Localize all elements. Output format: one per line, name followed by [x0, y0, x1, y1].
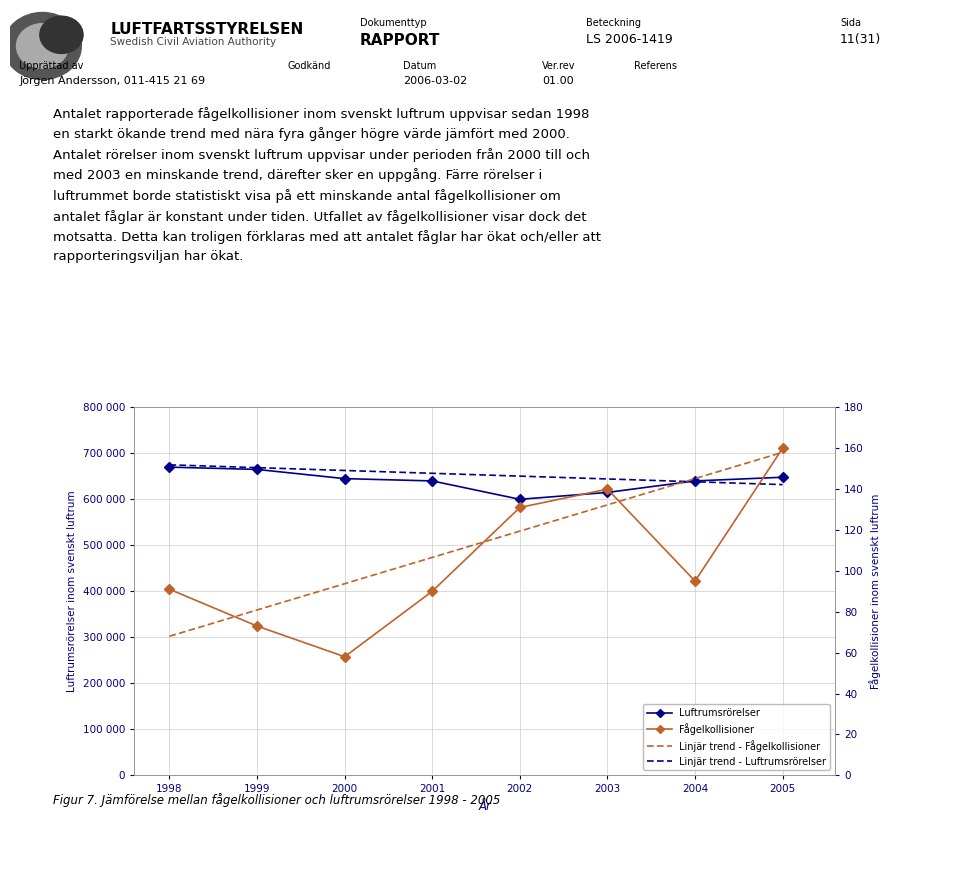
Y-axis label: Luftrumsrörelser inom svenskt luftrum: Luftrumsrörelser inom svenskt luftrum — [67, 491, 78, 692]
Text: Beteckning: Beteckning — [586, 18, 640, 27]
Text: Referens: Referens — [634, 61, 677, 71]
Text: Dokumenttyp: Dokumenttyp — [360, 18, 426, 27]
Legend: Luftrumsrörelser, Fågelkollisioner, Linjär trend - Fågelkollisioner, Linjär tren: Luftrumsrörelser, Fågelkollisioner, Linj… — [643, 704, 830, 770]
Y-axis label: Fågelkollisioner inom svenskt luftrum: Fågelkollisioner inom svenskt luftrum — [870, 493, 881, 689]
Text: Godkänd: Godkänd — [288, 61, 331, 71]
Text: Swedish Civil Aviation Authority: Swedish Civil Aviation Authority — [110, 37, 276, 46]
Circle shape — [40, 17, 83, 53]
Text: Sida: Sida — [840, 18, 861, 27]
Text: 01.00: 01.00 — [542, 76, 574, 86]
Text: 11(31): 11(31) — [840, 33, 881, 46]
Text: RAPPORT: RAPPORT — [360, 33, 441, 48]
Text: Figur 7. Jämförelse mellan fågelkollisioner och luftrumsrörelser 1998 - 2005: Figur 7. Jämförelse mellan fågelkollisio… — [53, 793, 500, 807]
Text: Upprättad av: Upprättad av — [19, 61, 84, 71]
Text: Ver.rev: Ver.rev — [542, 61, 576, 71]
Text: 2006-03-02: 2006-03-02 — [403, 76, 468, 86]
Circle shape — [16, 24, 68, 68]
Text: Antalet rapporterade fågelkollisioner inom svenskt luftrum uppvisar sedan 1998
e: Antalet rapporterade fågelkollisioner in… — [53, 107, 601, 263]
Circle shape — [4, 12, 82, 80]
X-axis label: År: År — [478, 800, 492, 813]
Text: Datum: Datum — [403, 61, 437, 71]
Text: LUFTFARTSSTYRELSEN: LUFTFARTSSTYRELSEN — [110, 22, 303, 37]
Text: Jörgen Andersson, 011-415 21 69: Jörgen Andersson, 011-415 21 69 — [19, 76, 205, 86]
Text: LS 2006-1419: LS 2006-1419 — [586, 33, 672, 46]
